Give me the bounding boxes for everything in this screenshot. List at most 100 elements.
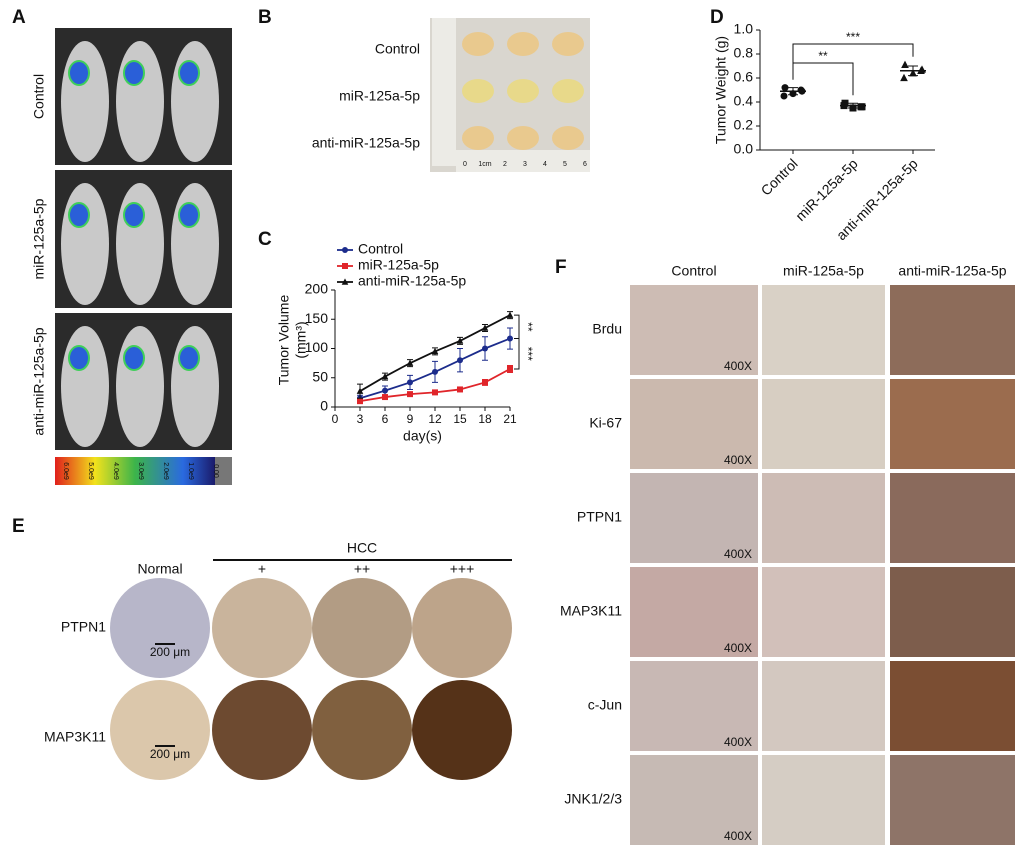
- signal-blob: [178, 60, 200, 86]
- significance: **: [521, 322, 535, 332]
- column-label: +: [258, 561, 266, 577]
- ihc-image: [890, 285, 1015, 375]
- tissue-core: [110, 680, 210, 780]
- signal-blob: [68, 202, 90, 228]
- row-label: MAP3K11: [560, 603, 622, 619]
- tissue-core: [212, 578, 312, 678]
- y-tick-label: 0: [320, 398, 328, 414]
- ihc-image: [762, 473, 885, 563]
- ruler-label: 0: [463, 161, 467, 168]
- marker: [381, 372, 389, 380]
- row-label: c-Jun: [588, 697, 622, 713]
- error-bar: [908, 65, 918, 77]
- ihc-image: [762, 379, 885, 469]
- error-bar: [788, 87, 798, 96]
- marker: [482, 379, 488, 386]
- tissue-core: [412, 578, 512, 678]
- ihc-image: [630, 755, 758, 845]
- marker: [481, 324, 489, 331]
- tissue-core: [110, 578, 210, 678]
- scale-bar-label: 200 μm: [150, 747, 190, 761]
- ruler-label: 4: [543, 161, 547, 168]
- row-label: PTPN1: [61, 619, 106, 635]
- ihc-image: [890, 755, 1015, 845]
- row-label: anti-miR-125a-5p: [31, 327, 47, 435]
- marker: [357, 398, 363, 405]
- ihc-image: [630, 661, 758, 751]
- y-axis-label: Tumor Weight (g): [713, 36, 729, 144]
- colorbar-end: [215, 457, 232, 485]
- ihc-image: [630, 473, 758, 563]
- marker: [918, 65, 926, 73]
- tumor: [462, 126, 494, 150]
- marker: [356, 387, 364, 394]
- tissue-core: [212, 680, 312, 780]
- marker: [342, 247, 348, 253]
- column-label: ++: [354, 561, 370, 577]
- colorbar-label: 0.00: [212, 464, 219, 478]
- marker: [507, 365, 513, 372]
- marker: [382, 387, 388, 394]
- row-label: Control: [31, 74, 47, 119]
- marker: [342, 263, 348, 269]
- y-tick-label: 150: [305, 310, 329, 326]
- x-tick-label: 15: [453, 412, 467, 426]
- x-tick-label: 12: [428, 412, 442, 426]
- y-tick-label: 200: [305, 281, 329, 297]
- scale-bar-label: 200 μm: [150, 645, 190, 659]
- row-label: anti-miR-125a-5p: [312, 135, 420, 151]
- ruler: [432, 18, 456, 166]
- colorbar-label: 5.0e9: [87, 462, 94, 480]
- mouse-body: [116, 41, 164, 162]
- ruler-label: 5: [563, 161, 567, 168]
- panel-label: F: [555, 257, 567, 278]
- tumor: [552, 126, 584, 150]
- marker: [457, 386, 463, 393]
- marker: [482, 345, 488, 352]
- marker: [406, 359, 414, 366]
- ihc-image: [630, 379, 758, 469]
- tumor: [507, 79, 539, 103]
- significance: **: [818, 49, 828, 63]
- signal-blob: [68, 345, 90, 371]
- x-tick-label: 21: [503, 412, 517, 426]
- mouse-body: [171, 183, 219, 305]
- y-tick-label: 1.0: [734, 21, 754, 37]
- y-axis-unit: (mm³): [293, 321, 309, 358]
- tissue-core: [312, 578, 412, 678]
- x-tick-label: 18: [478, 412, 492, 426]
- marker: [900, 73, 908, 82]
- tissue-core: [312, 680, 412, 780]
- magnification: 400X: [724, 829, 752, 843]
- tumor: [552, 79, 584, 103]
- row-label: PTPN1: [577, 509, 622, 525]
- mouse-body: [61, 41, 109, 162]
- column-label: Control: [671, 263, 716, 279]
- y-tick-label: 0.0: [734, 141, 754, 157]
- row-label: miR-125a-5p: [339, 88, 420, 104]
- legend-label: anti-miR-125a-5p: [358, 273, 466, 289]
- legend-label: Control: [358, 241, 403, 257]
- row-label: Ki-67: [589, 415, 622, 431]
- error-bar: [848, 102, 858, 109]
- tumor: [462, 79, 494, 103]
- colorbar-label: 3.0e9: [137, 462, 144, 480]
- significance: ***: [846, 30, 860, 44]
- marker: [341, 278, 349, 285]
- panel-label: C: [258, 229, 272, 250]
- marker: [780, 92, 788, 100]
- marker: [858, 103, 866, 111]
- signal-blob: [123, 60, 145, 86]
- marker: [506, 311, 514, 318]
- ihc-image: [890, 567, 1015, 657]
- marker: [901, 60, 909, 68]
- ihc-image: [890, 473, 1015, 563]
- row-label: Brdu: [592, 321, 622, 337]
- y-tick-label: 0.2: [734, 117, 754, 133]
- signal-blob: [68, 60, 90, 86]
- row-label: Control: [375, 41, 420, 57]
- magnification: 400X: [724, 547, 752, 561]
- colorbar: [55, 457, 215, 485]
- panel-label: A: [12, 7, 26, 28]
